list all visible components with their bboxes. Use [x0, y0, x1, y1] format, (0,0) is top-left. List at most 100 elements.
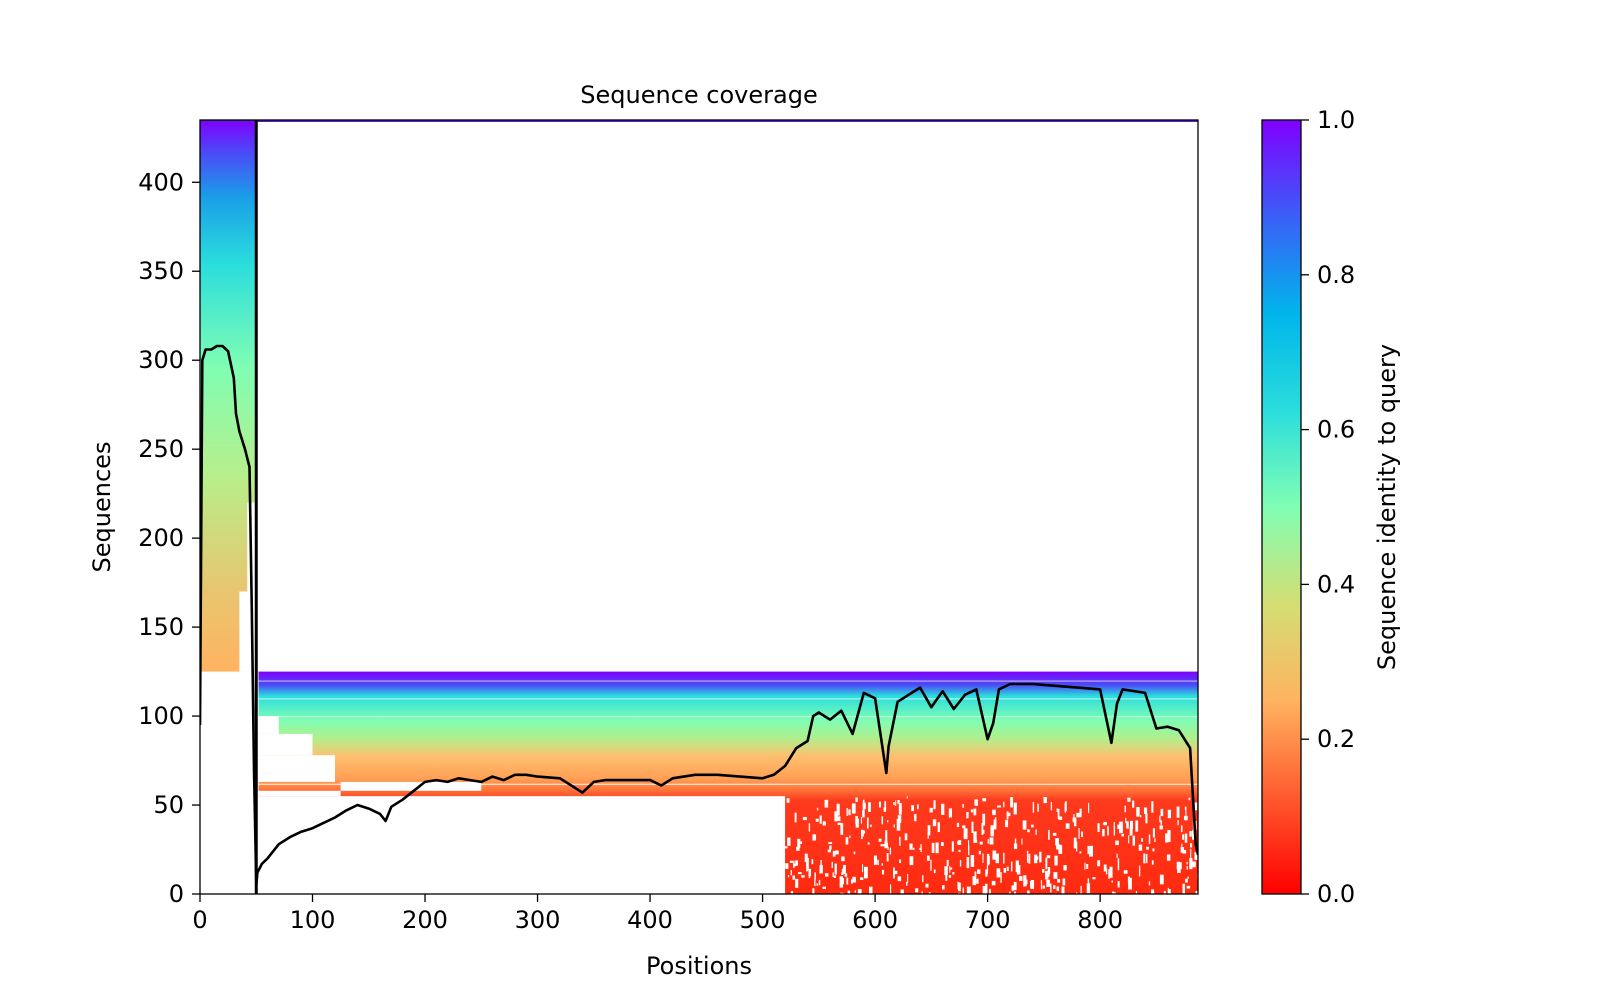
gap-speckle — [1143, 807, 1148, 815]
gap-speckle — [808, 874, 811, 879]
gap-speckle — [973, 808, 977, 816]
gap-speckle — [1117, 824, 1121, 830]
gap-speckle — [1194, 802, 1198, 811]
gap-speckle — [815, 818, 819, 822]
gap-speckle — [827, 849, 831, 853]
gap-speckle — [959, 859, 962, 867]
gap-speckle — [867, 842, 870, 845]
gap-speckle — [1057, 808, 1060, 820]
gap-speckle — [819, 815, 822, 824]
gap-speckle — [860, 816, 863, 824]
gap-speckle — [878, 801, 882, 808]
gap-speckle — [1132, 800, 1135, 808]
gap-speckle — [831, 861, 833, 869]
gap-speckle — [822, 886, 827, 889]
gap-speckle — [824, 799, 829, 808]
gap-speckle — [1102, 822, 1105, 825]
gap-speckle — [1061, 886, 1065, 894]
gap-speckle — [990, 825, 994, 837]
gap-speckle — [982, 885, 987, 894]
x-tick-label: 200 — [402, 906, 448, 934]
gap-line — [258, 716, 1198, 718]
gap-speckle — [1021, 838, 1023, 845]
gap-speckle — [897, 876, 902, 882]
gap-speckle — [1030, 880, 1032, 889]
gap-speckle — [977, 869, 981, 874]
gap-speckle — [1026, 850, 1029, 863]
colorbar-ticks: 0.0 0.2 0.4 0.6 0.8 1.0 — [1301, 106, 1355, 908]
gap-speckle — [850, 879, 853, 884]
gap-speckle — [1084, 862, 1086, 870]
gap-speckle — [948, 875, 952, 878]
gap-speckle — [1000, 872, 1002, 883]
gap-speckle — [862, 810, 865, 818]
gap-speckle — [1056, 808, 1059, 812]
gap-speckle — [1125, 817, 1127, 823]
gap-speckle — [1089, 845, 1094, 857]
gap-speckle — [1176, 806, 1180, 818]
gap-speckle — [824, 873, 829, 877]
gap-speckle — [937, 822, 940, 833]
gap-speckle — [957, 840, 959, 845]
gap-speckle — [1056, 886, 1060, 891]
gap-speckle — [881, 863, 883, 866]
gap-speckle — [992, 850, 997, 860]
gap-speckle — [932, 819, 937, 827]
gap-speckle — [863, 830, 866, 834]
gap-speckle — [1116, 853, 1118, 858]
gap-speckle — [1102, 829, 1105, 837]
gap-speckle — [862, 830, 864, 837]
colorbar-label: Sequence identity to query — [1373, 344, 1401, 670]
gap-speckle — [848, 809, 851, 816]
gap-speckle — [1061, 893, 1063, 894]
gap-speckle — [832, 872, 834, 878]
gap-speckle — [884, 801, 887, 811]
gap-speckle — [796, 846, 800, 851]
gap-speckle — [1087, 845, 1090, 855]
gap-speckle — [1063, 865, 1067, 871]
gap-speckle — [1177, 820, 1179, 826]
gap-speckle — [987, 855, 990, 865]
gap-speckle — [1053, 872, 1058, 879]
gap-speckle — [997, 805, 1001, 808]
gap-speckle — [1034, 854, 1038, 864]
gap-speckle — [1166, 854, 1171, 861]
colorbar-tick-label: 0.4 — [1317, 570, 1355, 598]
gap-speckle — [1151, 801, 1154, 813]
gap-speckle — [1031, 879, 1035, 890]
gap-speckle — [1185, 810, 1187, 821]
gap-speckle — [818, 879, 821, 886]
gap-speckle — [822, 821, 826, 826]
gap-region — [258, 716, 279, 734]
gap-speckle — [1048, 829, 1050, 840]
gap-speckle — [1180, 847, 1185, 853]
y-axis-label: Sequences — [88, 442, 116, 573]
gap-speckle — [1151, 860, 1154, 865]
gap-speckle — [1018, 876, 1023, 881]
gap-speckle — [1054, 855, 1058, 866]
gap-speckle — [1046, 879, 1051, 887]
gap-speckle — [912, 847, 915, 850]
gap-speckle — [1121, 833, 1125, 837]
gap-speckle — [979, 841, 983, 845]
gap-speckle — [926, 855, 930, 861]
gap-speckle — [1135, 820, 1139, 832]
gap-speckle — [971, 821, 974, 833]
gap-speckle — [786, 798, 790, 803]
gap-speckle — [990, 828, 993, 835]
gap-speckle — [860, 877, 864, 880]
gap-speckle — [1128, 835, 1130, 844]
gap-speckle — [832, 850, 836, 857]
gap-speckle — [1159, 815, 1161, 823]
gap-speckle — [887, 846, 889, 850]
gap-speckle — [1148, 834, 1151, 845]
gap-speckle — [991, 880, 996, 886]
gap-speckle — [942, 885, 945, 890]
gap-speckle — [880, 844, 885, 847]
gap-speckle — [1057, 878, 1061, 883]
gap-speckle — [1128, 877, 1132, 890]
gap-speckle — [857, 889, 862, 894]
gap-speckle — [798, 872, 802, 875]
gap-speckle — [1167, 889, 1171, 894]
gap-speckle — [785, 846, 788, 849]
